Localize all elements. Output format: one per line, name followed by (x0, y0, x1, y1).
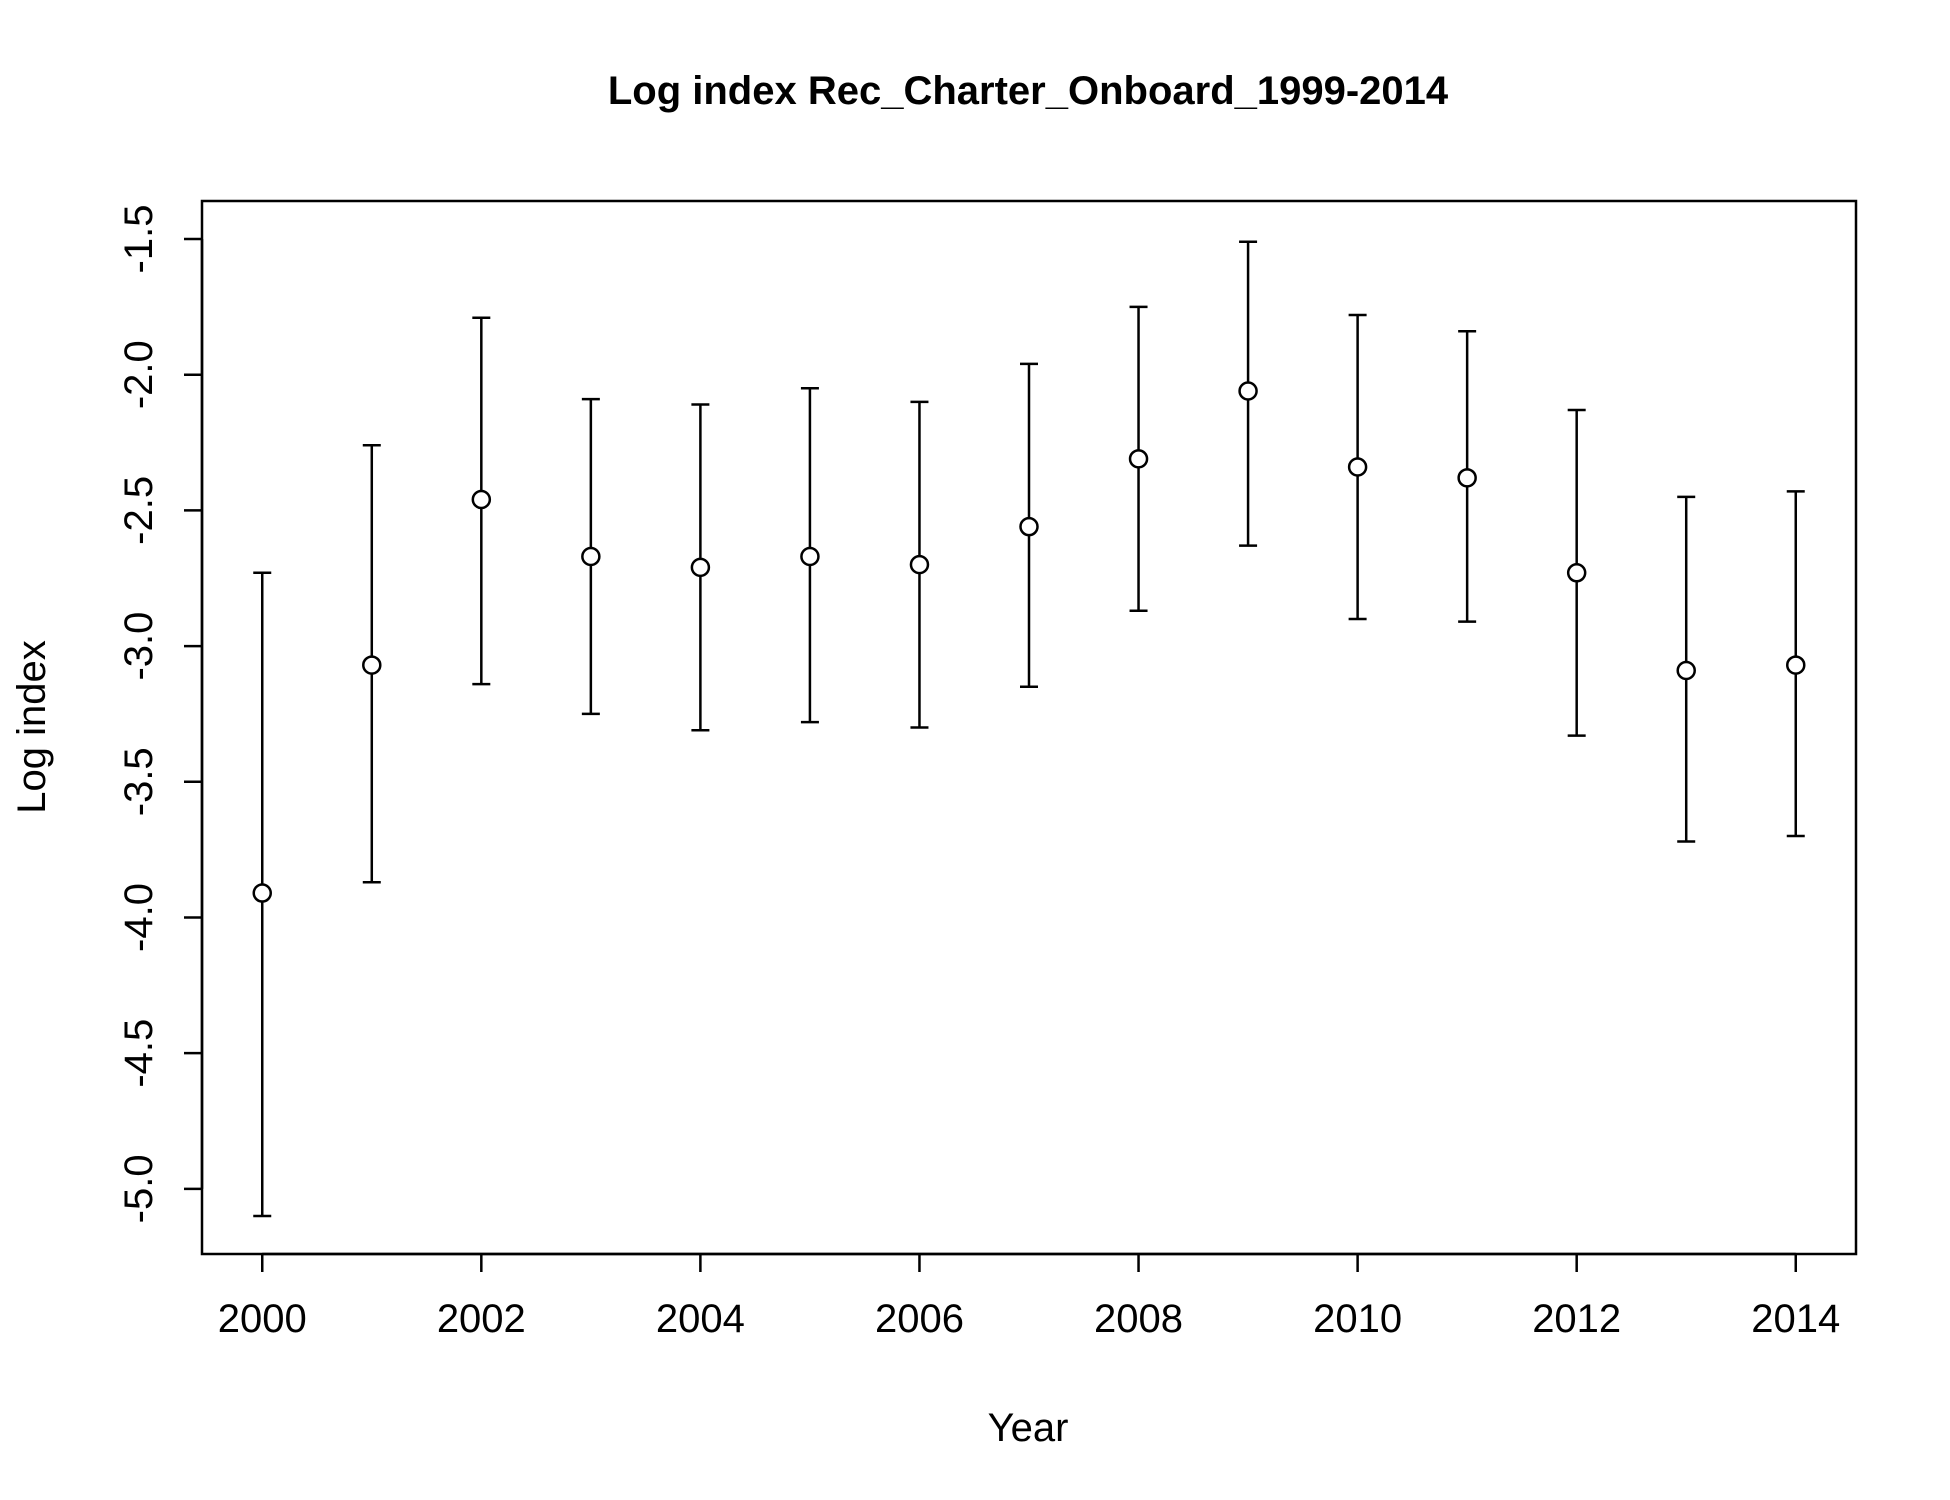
data-point-group (471, 316, 492, 686)
data-point-group (581, 397, 601, 716)
x-axis: 2000 2002 2004 2006 2008 2010 2012 2014 (218, 1252, 1840, 1341)
data-point (1128, 449, 1149, 469)
data-point (1347, 457, 1368, 477)
x-tick-label: 2002 (437, 1297, 526, 1341)
x-tick-label: 2010 (1313, 1297, 1402, 1341)
y-tick-label: -4.0 (117, 883, 161, 952)
data-point-group (1786, 490, 1806, 838)
plot-frame (200, 199, 1858, 1256)
x-tick-label: 2012 (1532, 1297, 1621, 1341)
x-tick-label: 2004 (656, 1297, 745, 1341)
y-tick-label: -5.0 (117, 1154, 161, 1223)
data-point-group (1019, 362, 1039, 689)
data-point (1676, 660, 1696, 681)
x-tick-label: 2008 (1094, 1297, 1183, 1341)
data-point-group (362, 444, 382, 884)
y-tick-label: -4.5 (117, 1019, 161, 1088)
data-point (581, 546, 601, 567)
data-point (909, 554, 930, 575)
x-tick-label: 2006 (875, 1297, 964, 1341)
y-tick-label: -3.5 (117, 747, 161, 816)
data-point-group (252, 571, 272, 1218)
data-point-group (1566, 408, 1587, 737)
data-point (1786, 655, 1806, 675)
x-tick-label: 2014 (1751, 1297, 1840, 1341)
data-point-group (1676, 495, 1696, 843)
y-axis: -5.0 -4.5 -4.0 -3.5 -3.0 -2.5 -2.0 -1.5 (117, 205, 204, 1223)
data-point-group (1238, 240, 1258, 547)
data-point (471, 489, 492, 510)
data-point (1019, 516, 1039, 537)
data-point (1238, 381, 1258, 401)
y-tick-label: -1.5 (117, 205, 161, 274)
chart-title: Log index Rec_Charter_Onboard_1999-2014 (608, 69, 1449, 113)
y-tick-label: -2.0 (117, 340, 161, 409)
x-axis-label: Year (988, 1406, 1069, 1450)
data-point-group (909, 400, 930, 729)
data-point-group (690, 403, 711, 732)
data-point-group (1457, 330, 1477, 623)
data-series (252, 240, 1806, 1218)
data-point-group (1347, 313, 1368, 621)
data-point (690, 557, 711, 578)
data-point (1457, 468, 1477, 488)
data-point (362, 655, 382, 675)
data-point (252, 883, 272, 903)
x-tick-label: 2000 (218, 1297, 307, 1341)
y-tick-label: -3.0 (117, 612, 161, 681)
y-tick-label: -2.5 (117, 476, 161, 545)
data-point (800, 546, 820, 567)
data-point-group (1128, 305, 1149, 613)
data-point-group (800, 387, 820, 724)
y-axis-label: Log index (10, 640, 54, 813)
data-point (1566, 563, 1587, 583)
